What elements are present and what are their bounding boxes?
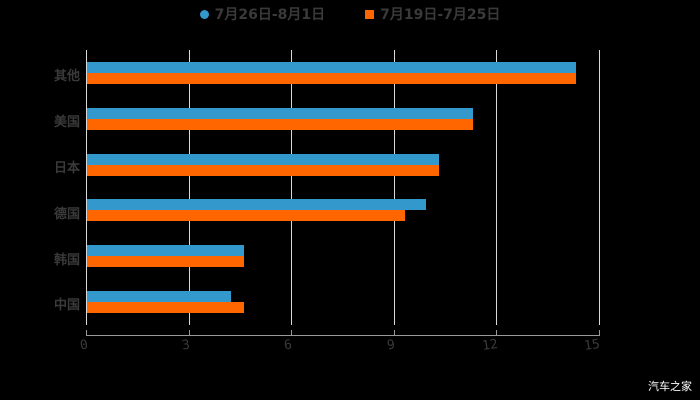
gridline [394, 50, 395, 325]
gridline [599, 50, 600, 325]
bar-series1[interactable] [87, 154, 439, 165]
category-label: 德国 [53, 207, 80, 222]
x-tick-label: 0 [79, 337, 89, 354]
x-tick-label: 6 [283, 337, 293, 354]
x-axis-line [86, 335, 600, 336]
bar-series2[interactable] [87, 302, 244, 313]
category-label: 韩国 [53, 253, 80, 268]
x-tick-label: 9 [386, 337, 396, 354]
legend-label: 7月19日-7月25日 [380, 7, 501, 23]
bar-series1[interactable] [87, 199, 426, 210]
bar-series2[interactable] [87, 119, 473, 130]
legend-label: 7月26日-8月1日 [214, 7, 326, 23]
category-label: 日本 [53, 161, 80, 176]
legend-item-series1[interactable]: 7月26日-8月1日 [199, 4, 326, 24]
bar-series1[interactable] [87, 245, 244, 256]
bar-series2[interactable] [87, 256, 244, 267]
square-marker-icon [365, 9, 375, 19]
circle-marker-icon [199, 9, 209, 19]
chart-legend: 7月26日-8月1日 7月19日-7月25日 [0, 4, 700, 24]
bar-series1[interactable] [87, 108, 473, 119]
bar-series2[interactable] [87, 165, 439, 176]
category-label: 美国 [53, 115, 80, 130]
y-axis-line [86, 50, 87, 325]
bar-series2[interactable] [87, 210, 405, 221]
category-label: 其他 [53, 69, 80, 84]
bar-series2[interactable] [87, 73, 576, 84]
gridline [189, 50, 190, 325]
gridline [291, 50, 292, 325]
watermark: 汽车之家 [648, 380, 692, 393]
bar-series1[interactable] [87, 291, 231, 302]
legend-item-series2[interactable]: 7月19日-7月25日 [365, 4, 500, 24]
x-tick-label: 3 [181, 337, 191, 354]
category-label: 中国 [53, 298, 80, 313]
x-tick-label: 15 [583, 336, 601, 355]
x-tick-label: 12 [481, 336, 499, 355]
bar-series1[interactable] [87, 62, 576, 73]
gridline [496, 50, 497, 325]
